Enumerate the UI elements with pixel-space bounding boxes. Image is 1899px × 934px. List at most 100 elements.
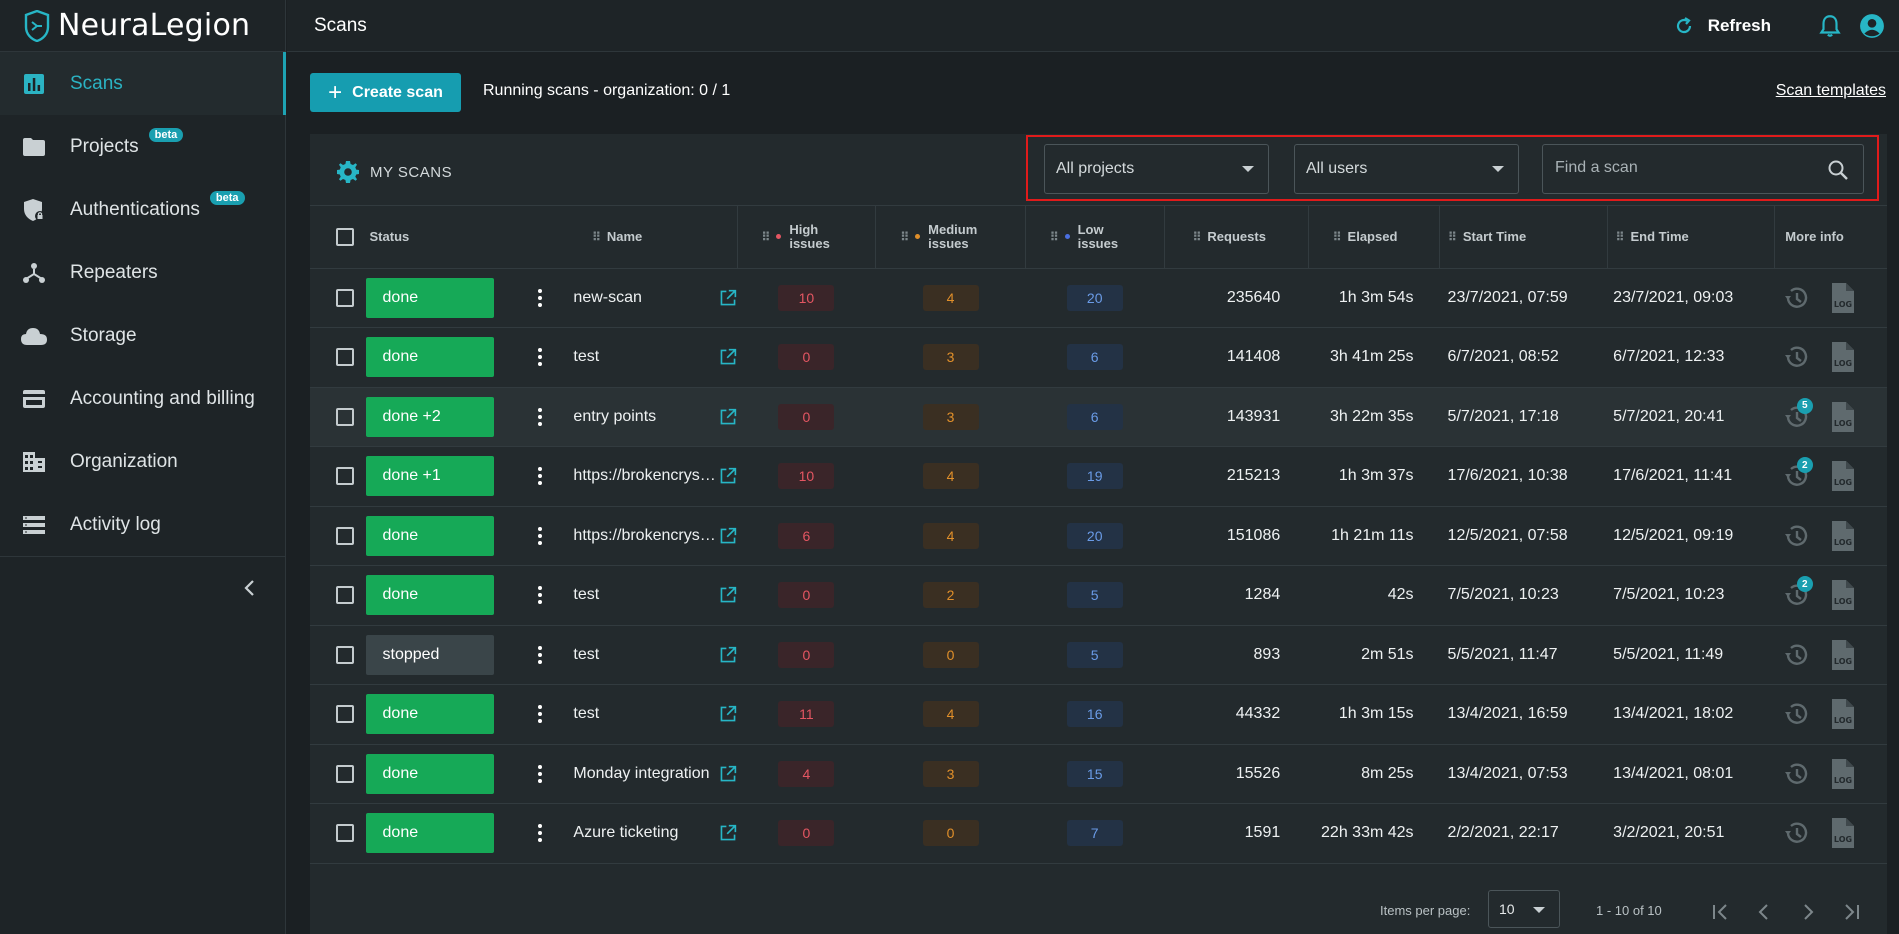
high-issues-count[interactable]: 0 [778, 403, 835, 430]
high-issues-count[interactable]: 0 [778, 582, 835, 609]
drag-handle-icon[interactable]: ⠿ [1615, 229, 1625, 244]
scan-name-link[interactable]: test [573, 645, 600, 663]
status-badge[interactable]: done [365, 694, 494, 735]
refresh-button[interactable]: Refresh [1674, 16, 1771, 36]
sidebar-item-organization[interactable]: Organization [0, 430, 285, 493]
row-menu-icon[interactable] [532, 704, 548, 725]
scan-name-link[interactable]: test [573, 705, 600, 723]
row-menu-icon[interactable] [532, 525, 548, 546]
row-checkbox[interactable] [336, 645, 354, 664]
column-header-elapsed[interactable]: ⠿ Elapsed [1307, 206, 1440, 269]
drag-handle-icon[interactable]: ⠿ [1192, 229, 1202, 244]
status-badge[interactable]: done [365, 813, 494, 854]
history-icon[interactable]: 2 [1779, 457, 1813, 493]
medium-issues-count[interactable]: 4 [922, 522, 979, 549]
log-file-icon[interactable]: LOG [1829, 697, 1857, 731]
drag-handle-icon[interactable]: ⠿ [592, 229, 601, 244]
sidebar-item-activity-log[interactable]: Activity log [0, 493, 285, 556]
gear-icon[interactable] [336, 160, 360, 184]
open-external-icon[interactable] [719, 644, 737, 666]
table-row[interactable]: done new-scan 10 4 20 235640 1h 3m 54s 23/7/202… [310, 268, 1887, 328]
row-menu-icon[interactable] [532, 763, 548, 784]
row-checkbox[interactable] [336, 764, 354, 783]
high-issues-count[interactable]: 0 [778, 344, 835, 371]
medium-issues-count[interactable]: 4 [922, 701, 979, 728]
log-file-icon[interactable]: LOG [1829, 519, 1857, 553]
log-file-icon[interactable]: LOG [1829, 816, 1857, 850]
first-page-icon[interactable] [1706, 898, 1734, 926]
table-row[interactable]: stopped test 0 0 5 893 2m 51s 5/5/2021, 11:47 5/… [310, 625, 1887, 685]
history-icon[interactable] [1779, 340, 1813, 374]
row-menu-icon[interactable] [532, 644, 548, 665]
log-file-icon[interactable]: LOG [1829, 757, 1857, 791]
row-menu-icon[interactable] [532, 287, 548, 308]
status-badge[interactable]: stopped [365, 634, 494, 675]
low-issues-count[interactable]: 5 [1066, 582, 1123, 609]
medium-issues-count[interactable]: 4 [922, 463, 979, 490]
log-file-icon[interactable]: LOG [1829, 340, 1857, 374]
high-issues-count[interactable]: 4 [778, 760, 835, 787]
column-header-medium[interactable]: ⠿ Medium issues [875, 206, 1026, 269]
row-checkbox[interactable] [336, 824, 354, 843]
table-row[interactable]: done https://brokencrystals.com 6 4 20 151086… [310, 506, 1887, 566]
history-icon[interactable] [1779, 757, 1813, 791]
select-all-checkbox[interactable] [336, 227, 354, 246]
log-file-icon[interactable]: LOG [1829, 459, 1857, 493]
low-issues-count[interactable]: 16 [1066, 701, 1123, 728]
scan-name-link[interactable]: test [573, 348, 600, 366]
column-header-requests[interactable]: ⠿ Requests [1163, 206, 1309, 269]
open-external-icon[interactable] [719, 406, 737, 428]
logo[interactable]: NeuraLegion [0, 0, 285, 52]
open-external-icon[interactable] [719, 465, 737, 487]
scan-name-link[interactable]: entry points [573, 407, 657, 425]
drag-handle-icon[interactable]: ⠿ [1332, 229, 1342, 244]
create-scan-button[interactable]: + Create scan [310, 73, 461, 112]
medium-issues-count[interactable]: 4 [922, 284, 979, 311]
previous-page-icon[interactable] [1750, 898, 1778, 926]
history-icon[interactable] [1779, 281, 1813, 315]
row-menu-icon[interactable] [532, 585, 548, 606]
log-file-icon[interactable]: LOG [1829, 578, 1857, 612]
status-badge[interactable]: done [365, 277, 494, 318]
row-menu-icon[interactable] [532, 347, 548, 368]
table-row[interactable]: done Azure ticketing 0 0 7 1591 22h 33m 42s 2/2… [310, 804, 1887, 863]
sidebar-item-repeaters[interactable]: Repeaters [0, 241, 285, 304]
table-row[interactable]: done +1https://brokencrystals.com1041921… [310, 447, 1887, 506]
bell-icon[interactable] [1817, 13, 1843, 39]
history-icon[interactable] [1779, 519, 1813, 553]
scan-name-link[interactable]: Monday integration [573, 764, 710, 782]
row-menu-icon[interactable] [532, 466, 548, 487]
table-row[interactable]: done test 11 4 16 44332 1h 3m 15s 13/4/2021, 16… [310, 685, 1887, 744]
high-issues-count[interactable]: 6 [778, 522, 835, 549]
low-issues-count[interactable]: 6 [1066, 344, 1123, 371]
log-file-icon[interactable]: LOG [1829, 281, 1857, 315]
medium-issues-count[interactable]: 3 [922, 344, 979, 371]
table-row[interactable]: done test 0 2 5 1284 42s 7/5/2021, 10:23 7/5/202… [310, 566, 1887, 625]
column-header-status[interactable]: Status [365, 206, 533, 269]
row-checkbox[interactable] [336, 348, 354, 367]
account-icon[interactable] [1859, 13, 1885, 39]
sidebar-item-accounting-and-billing[interactable]: Accounting and billing [0, 367, 285, 430]
scan-templates-link[interactable]: Scan templates [1775, 82, 1886, 99]
history-icon[interactable] [1779, 697, 1813, 731]
history-icon[interactable]: 5 [1779, 397, 1813, 434]
drag-handle-icon[interactable]: ⠿ [761, 229, 771, 244]
scan-name-link[interactable]: https://brokencrystals.com [573, 467, 719, 485]
next-page-icon[interactable] [1794, 898, 1822, 926]
high-issues-count[interactable]: 10 [778, 284, 835, 311]
status-badge[interactable]: done [365, 515, 494, 556]
history-icon[interactable]: 2 [1779, 576, 1813, 612]
open-external-icon[interactable] [719, 763, 737, 785]
row-checkbox[interactable] [336, 288, 354, 307]
open-external-icon[interactable] [719, 822, 737, 844]
scan-name-link[interactable]: test [573, 586, 600, 604]
last-page-icon[interactable] [1838, 898, 1866, 926]
medium-issues-count[interactable]: 0 [922, 820, 979, 847]
low-issues-count[interactable]: 19 [1066, 463, 1123, 490]
search-input[interactable] [1555, 159, 1815, 177]
scan-name-link[interactable]: new-scan [573, 288, 642, 306]
low-issues-count[interactable]: 20 [1066, 522, 1123, 549]
row-checkbox[interactable] [336, 586, 354, 605]
row-checkbox[interactable] [336, 407, 354, 426]
open-external-icon[interactable] [719, 287, 737, 309]
